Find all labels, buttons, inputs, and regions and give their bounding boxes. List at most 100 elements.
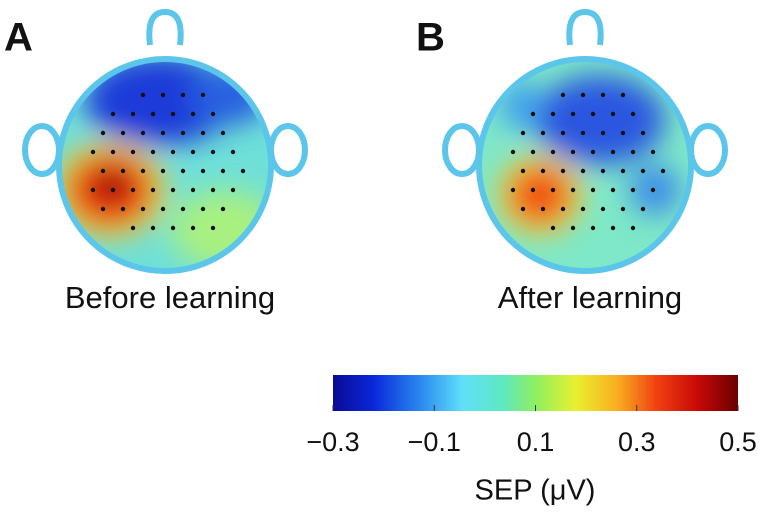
electrode [520,130,526,136]
electrode [580,168,586,174]
electrode [140,130,146,136]
electrode [630,149,636,155]
electrode [130,225,136,231]
electrode [180,92,186,98]
panel-letter: A [4,16,33,60]
electrode [540,130,546,136]
electrode [580,130,586,136]
electrode [550,149,556,155]
electrode [650,187,656,193]
electrode [610,111,616,117]
electrode [510,149,516,155]
electrode [620,168,626,174]
electrode [640,206,646,212]
electrode [90,187,96,193]
electrode [660,168,666,174]
electrode [160,206,166,212]
electrode [620,92,626,98]
electrode [560,168,566,174]
electrode [560,92,566,98]
electrode [570,111,576,117]
electrode [590,149,596,155]
tick-label: 0.5 [719,427,757,457]
electrode [220,168,226,174]
panel-caption: After learning [498,280,682,315]
colorbar-label: SEP (μV) [475,475,596,507]
electrode [550,111,556,117]
electrode [620,206,626,212]
electrode [100,130,106,136]
electrode [160,92,166,98]
electrode [610,187,616,193]
electrode [590,225,596,231]
electrode [620,130,626,136]
electrode [610,149,616,155]
electrode [150,187,156,193]
electrode [150,149,156,155]
tick-label: 0.1 [517,427,555,457]
electrode [530,111,536,117]
electrode [530,149,536,155]
electrode [220,130,226,136]
electrode [160,130,166,136]
electrode [640,168,646,174]
electrode [140,206,146,212]
electrode [520,206,526,212]
electrode [170,225,176,231]
electrode [210,187,216,193]
panel-letter: B [416,16,445,60]
electrode [100,206,106,212]
electrode [140,92,146,98]
electrode [560,206,566,212]
electrode [210,225,216,231]
electrode [110,187,116,193]
electrode [190,111,196,117]
electrode [600,168,606,174]
electrode [210,111,216,117]
electrode [570,225,576,231]
electrode [170,187,176,193]
electrode [230,187,236,193]
electrode [630,111,636,117]
electrode [100,168,106,174]
electrode [150,225,156,231]
electrode [570,149,576,155]
electrode [130,149,136,155]
electrode [590,187,596,193]
electrode [570,187,576,193]
electrode [640,130,646,136]
electrode [190,225,196,231]
tick-label: −0.3 [306,427,359,457]
electrode [110,111,116,117]
electrode [160,168,166,174]
electrode [200,92,206,98]
electrode [630,187,636,193]
electrode [170,111,176,117]
electrode [120,130,126,136]
electrode [220,206,226,212]
electrode [510,187,516,193]
electrode [180,168,186,174]
head-b [442,8,728,274]
electrode [120,206,126,212]
electrode [210,149,216,155]
tick-label: 0.3 [618,427,656,457]
electrode [580,206,586,212]
electrode [130,187,136,193]
electrode [230,149,236,155]
electrode [130,111,136,117]
electrode [520,168,526,174]
electrode [540,206,546,212]
electrode [590,111,596,117]
electrode [90,149,96,155]
electrode [140,168,146,174]
electrode [540,168,546,174]
electrode [530,187,536,193]
electrode [150,111,156,117]
electrode [110,149,116,155]
electrode [610,225,616,231]
electrode [600,92,606,98]
electrode [120,168,126,174]
panel-caption: Before learning [65,280,275,315]
electrode [180,130,186,136]
